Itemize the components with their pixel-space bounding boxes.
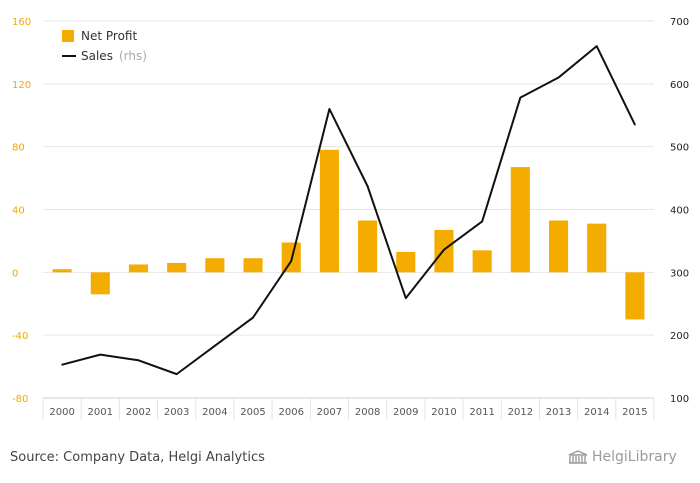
legend-note-sales: (rhs)	[119, 49, 147, 63]
gridlines	[43, 20, 654, 399]
left-tick-label: 160	[12, 17, 31, 28]
right-tick-label: 100	[670, 394, 689, 405]
right-tick-label: 200	[670, 331, 689, 342]
bar-net-profit-2014	[587, 223, 607, 273]
sales-point-2004	[214, 345, 216, 347]
helgi-library-logo[interactable]: HelgiLibrary	[568, 449, 677, 465]
sales-point-2009	[404, 297, 407, 299]
right-tick-label: 500	[670, 143, 689, 154]
bar-net-profit-2004	[205, 258, 225, 273]
right-tick-label: 700	[670, 17, 689, 28]
x-tick-label: 2012	[508, 407, 533, 418]
sales-point-2000	[61, 363, 63, 366]
x-tick-label: 2002	[126, 407, 151, 418]
left-tick-label: 80	[12, 143, 25, 154]
bar-net-profit-2009	[396, 251, 416, 273]
bar-net-profit-2000	[52, 269, 72, 273]
legend: Net Profit Sales (rhs)	[62, 29, 147, 63]
sales-point-2003	[175, 373, 178, 375]
bar-net-profit-2012	[510, 167, 530, 273]
x-tick-label: 2009	[393, 407, 418, 418]
bar-net-profit-2005	[243, 258, 263, 273]
legend-swatch-net-profit	[62, 30, 74, 42]
left-tick-label: 0	[12, 268, 18, 279]
bar-net-profit-2007	[319, 149, 339, 273]
x-tick-label: 2003	[164, 407, 189, 418]
right-tick-label: 400	[670, 206, 689, 217]
sales-point-2001	[99, 353, 102, 356]
sales-point-2005	[252, 316, 254, 319]
sales-line	[61, 45, 636, 376]
net-profit-bars	[52, 149, 645, 320]
bar-net-profit-2008	[358, 220, 378, 273]
left-tick-label: 120	[12, 80, 31, 91]
logo-text: HelgiLibrary	[592, 449, 677, 465]
x-tick-label: 2005	[240, 407, 265, 418]
sales-series-line	[61, 45, 636, 376]
sales-point-2010	[443, 248, 445, 251]
sales-point-2002	[137, 359, 140, 362]
x-tick-label: 2008	[355, 407, 380, 418]
sales-point-2015	[634, 123, 636, 126]
legend-label-sales: Sales	[81, 49, 113, 63]
left-axis-ticks: -80 -40 0 40 80 120 160	[12, 17, 31, 405]
x-tick-label: 2000	[49, 407, 74, 418]
left-tick-label: -80	[12, 394, 28, 405]
sales-point-2014	[595, 45, 598, 47]
x-axis: 2000 2001 2002 2003 2004 2005 2006 2007 2008 2009…	[42, 397, 655, 420]
right-tick-label: 300	[670, 268, 689, 279]
x-tick-label: 2001	[88, 407, 113, 418]
bar-net-profit-2003	[167, 262, 187, 273]
sales-point-2006	[290, 260, 293, 262]
left-tick-label: -40	[12, 331, 28, 342]
sales-point-2012	[519, 96, 522, 99]
bar-net-profit-2011	[472, 250, 492, 273]
bar-net-profit-2015	[625, 272, 645, 320]
x-tick-label: 2011	[469, 407, 494, 418]
library-building-icon	[568, 450, 588, 464]
sales-point-2013	[557, 76, 560, 79]
bar-net-profit-2001	[90, 272, 110, 295]
bar-net-profit-2002	[128, 264, 149, 273]
right-axis-ticks: 100 200 300 400 500 600 700	[670, 17, 689, 405]
x-tick-label: 2010	[431, 407, 456, 418]
source-note: Source: Company Data, Helgi Analytics	[10, 450, 265, 465]
x-tick-label: 2006	[278, 407, 303, 418]
left-tick-label: 40	[12, 206, 25, 217]
sales-point-2008	[366, 185, 369, 188]
sales-point-2007	[328, 108, 331, 110]
right-tick-label: 600	[670, 80, 689, 91]
sales-point-2011	[481, 220, 483, 223]
x-tick-label: 2013	[546, 407, 571, 418]
x-tick-label: 2015	[622, 407, 647, 418]
x-tick-label: 2014	[584, 407, 609, 418]
x-tick-label: 2007	[317, 407, 342, 418]
legend-label-net-profit: Net Profit	[81, 29, 137, 43]
x-tick-label: 2004	[202, 407, 227, 418]
bar-net-profit-2013	[548, 220, 569, 273]
